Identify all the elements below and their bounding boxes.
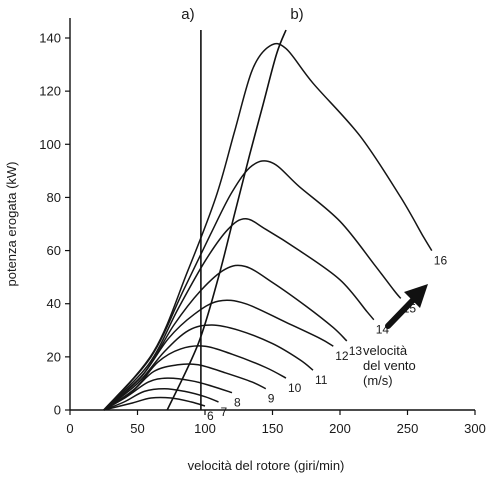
x-tick-label: 100 bbox=[194, 421, 216, 436]
chart-ticks: 0 50 100 150 200 250 300 0 20 40 60 80 100 120 140 bbox=[39, 31, 486, 437]
wind-curve-label: 9 bbox=[268, 392, 275, 406]
x-tick-label: 200 bbox=[329, 421, 351, 436]
x-tick-label: 150 bbox=[262, 421, 284, 436]
envelope-a-label: a) bbox=[181, 6, 194, 23]
wind-curve-label: 7 bbox=[221, 405, 228, 419]
x-tick-label: 50 bbox=[130, 421, 144, 436]
wind-curve-11 bbox=[103, 324, 314, 411]
y-tick-label: 140 bbox=[39, 31, 61, 46]
wind-curve-7 bbox=[103, 387, 219, 411]
legend-line-1: velocità bbox=[363, 343, 408, 358]
y-tick-label: 40 bbox=[47, 296, 61, 311]
wind-speed-curves bbox=[103, 42, 433, 411]
wind-curve-13 bbox=[103, 264, 348, 411]
wind-curve-label: 13 bbox=[349, 344, 363, 358]
wind-curve-label: 10 bbox=[288, 381, 302, 395]
wind-curve-label: 16 bbox=[434, 254, 448, 268]
wind-curve-15 bbox=[103, 160, 402, 411]
wind-curve-10 bbox=[103, 345, 287, 411]
y-axis-label: potenza erogata (kW) bbox=[4, 161, 19, 286]
envelope-b-label: b) bbox=[290, 6, 303, 23]
wind-curve-label: 11 bbox=[315, 373, 328, 387]
y-tick-label: 20 bbox=[47, 349, 61, 364]
wind-curve-6 bbox=[103, 396, 206, 411]
wind-curve-label: 6 bbox=[207, 409, 214, 423]
wind-curve-14 bbox=[103, 217, 375, 411]
x-tick-label: 250 bbox=[397, 421, 419, 436]
y-tick-label: 0 bbox=[54, 403, 61, 418]
wind-curve-label: 12 bbox=[335, 349, 349, 363]
wind-curve-label: 8 bbox=[234, 396, 241, 410]
y-tick-label: 100 bbox=[39, 137, 61, 152]
wind-arrow-shaft bbox=[385, 294, 419, 329]
x-tick-label: 300 bbox=[464, 421, 486, 436]
y-tick-label: 60 bbox=[47, 243, 61, 258]
x-axis-label: velocità del rotore (giri/min) bbox=[188, 458, 345, 473]
legend-line-2: del vento bbox=[363, 358, 416, 373]
y-tick-label: 80 bbox=[47, 190, 61, 205]
wind-curve-16 bbox=[103, 42, 433, 411]
y-tick-label: 120 bbox=[39, 84, 61, 99]
wind-curve-8 bbox=[103, 377, 233, 411]
envelope-b bbox=[166, 29, 287, 411]
wind-arrow-icon bbox=[404, 284, 428, 308]
x-tick-label: 0 bbox=[66, 421, 73, 436]
wind-direction-legend: velocità del vento (m/s) bbox=[363, 284, 428, 388]
chart-axes bbox=[69, 18, 475, 411]
envelope-lines bbox=[166, 29, 287, 411]
legend-line-3: (m/s) bbox=[363, 373, 393, 388]
